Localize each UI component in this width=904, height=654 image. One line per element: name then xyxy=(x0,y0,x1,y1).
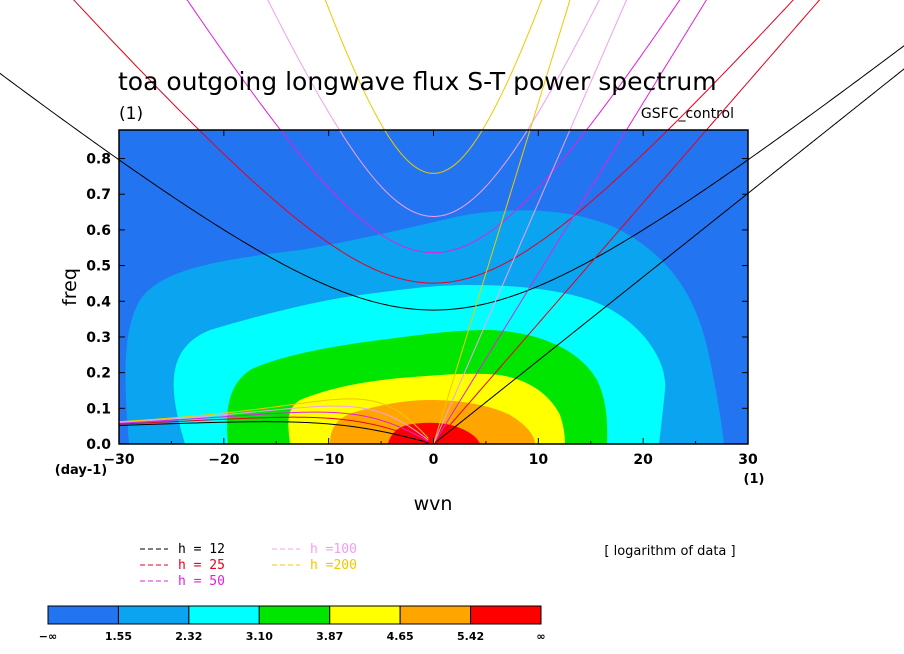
colorbar-swatch xyxy=(399,605,472,625)
colorbar-swatch xyxy=(47,605,119,625)
legend-label: h =200 xyxy=(310,558,357,573)
colorbar: −∞ 1.55 2.32 3.10 3.87 4.65 5.42 ∞ xyxy=(39,605,546,643)
y-axis-label: freq xyxy=(59,268,81,306)
rossby-wave-curve-h200 xyxy=(118,398,429,439)
x-unit-label: (1) xyxy=(744,472,765,487)
gravity-wave-curve-h25 xyxy=(73,0,794,284)
rossby-wave-curve-h25 xyxy=(118,416,429,443)
y-tick-label: 0.0 xyxy=(86,437,111,453)
colorbar-swatch xyxy=(258,605,331,625)
colorbar-swatch xyxy=(329,605,401,625)
chart-subtitle-right: GSFC_control xyxy=(641,106,734,122)
legend-label: h = 25 xyxy=(178,558,225,573)
legend-label: h = 12 xyxy=(178,542,225,557)
colorbar-swatch xyxy=(117,605,190,625)
contour-band-4-65-5-42 xyxy=(330,400,535,444)
x-axis-label: wvn xyxy=(414,493,453,515)
rossby-wave-curve-h50 xyxy=(118,411,429,442)
y-tick-label: 0.8 xyxy=(86,152,111,168)
y-tick-label: 0.7 xyxy=(86,187,111,203)
y-tick-label: 0.6 xyxy=(86,223,111,239)
kelvin-wave-curve-h25 xyxy=(433,0,821,444)
y-axis-ticks: 0.0 0.1 0.2 0.3 0.4 0.5 0.6 0.7 0.8 xyxy=(86,152,748,453)
y-unit-label: (day-1) xyxy=(55,463,107,478)
chart-subtitle-left: (1) xyxy=(119,104,143,124)
y-tick-label: 0.3 xyxy=(86,330,111,346)
colorbar-tick-label: −∞ xyxy=(39,630,57,643)
gravity-wave-curve-h200 xyxy=(324,0,543,174)
kelvin-wave-curve-h50 xyxy=(433,0,707,444)
colorbar-tick-label: 5.42 xyxy=(457,630,484,643)
y-tick-label: 0.2 xyxy=(86,366,111,382)
colorbar-tick-label: 2.32 xyxy=(175,630,202,643)
colorbar-swatch xyxy=(470,605,542,625)
chart-title: toa outgoing longwave flux S-T power spe… xyxy=(118,67,717,96)
kelvin-wave-curve-h12 xyxy=(433,68,904,444)
log-note: [ logarithm of data ] xyxy=(604,544,735,559)
x-tick-label: −20 xyxy=(208,452,239,468)
y-tick-label: 0.5 xyxy=(86,259,111,275)
gravity-wave-curve-h50 xyxy=(186,0,681,254)
gravity-wave-curve-h100 xyxy=(267,0,600,217)
colorbar-tick-label: ∞ xyxy=(536,630,545,643)
x-tick-label: −30 xyxy=(103,452,134,468)
rossby-wave-curve-h100 xyxy=(118,405,429,441)
colorbar-swatch xyxy=(188,605,260,625)
x-tick-label: 0 xyxy=(429,452,439,468)
x-tick-label: −10 xyxy=(313,452,344,468)
colorbar-tick-label: 4.65 xyxy=(387,630,414,643)
legend-label: h = 50 xyxy=(178,574,225,589)
legend-label: h =100 xyxy=(310,542,357,557)
colorbar-tick-label: 1.55 xyxy=(105,630,132,643)
x-axis-ticks: −30 −20 −10 0 10 20 30 xyxy=(103,130,758,468)
x-tick-label: 10 xyxy=(529,452,549,468)
y-tick-label: 0.4 xyxy=(86,294,111,310)
rossby-wave-curve-h12 xyxy=(118,421,429,444)
kelvin-wave-curve-h100 xyxy=(433,0,628,444)
x-tick-label: 30 xyxy=(738,452,758,468)
colorbar-tick-label: 3.10 xyxy=(246,630,273,643)
x-tick-label: 20 xyxy=(633,452,653,468)
y-tick-label: 0.1 xyxy=(86,401,111,417)
colorbar-tick-label: 3.87 xyxy=(316,630,343,643)
contour-fill xyxy=(119,130,748,444)
kelvin-wave-curve-h200 xyxy=(433,0,571,444)
